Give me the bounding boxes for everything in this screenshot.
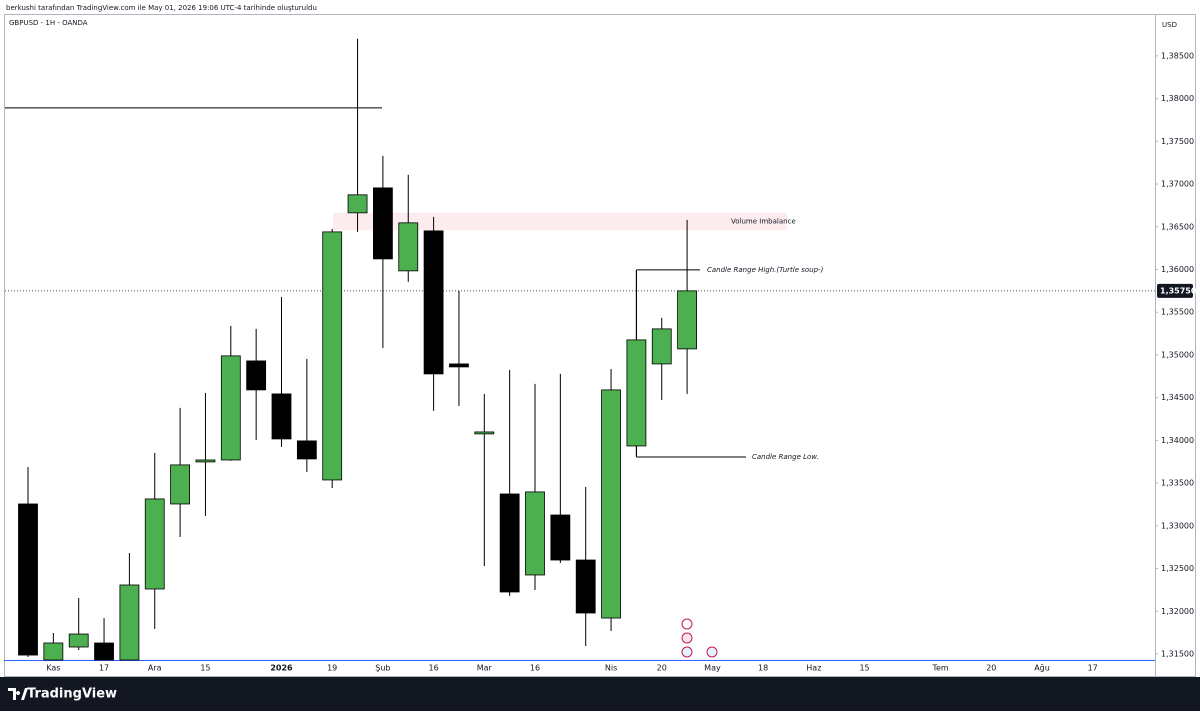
- x-tick-label: Şub: [375, 664, 390, 673]
- y-tick-label: 1,37000: [1161, 180, 1194, 189]
- event-icon: [681, 632, 693, 644]
- y-tick-label: 1,34000: [1161, 436, 1194, 445]
- y-tick-label: 1,37500: [1161, 137, 1194, 146]
- y-tick-label: 1,38000: [1161, 94, 1194, 103]
- candle-body: [651, 328, 672, 365]
- candle-body: [322, 231, 343, 481]
- candle-body: [119, 584, 140, 661]
- y-tick-label: 1,38500: [1161, 51, 1194, 60]
- candle-range-low-label: Candle Range Low.: [752, 453, 819, 461]
- candle-body: [499, 493, 520, 593]
- y-tick-label: 1,32500: [1161, 564, 1194, 573]
- symbol: GBPUSD - 1H - OANDA: [9, 19, 88, 27]
- candle-body: [626, 339, 647, 447]
- y-tick-label: 1,34500: [1161, 393, 1194, 402]
- candle-body: [525, 491, 545, 576]
- event-icon: [706, 646, 718, 658]
- x-tick-label: 17: [99, 664, 109, 673]
- x-tick-label: 19: [327, 664, 337, 673]
- x-tick-label: Nis: [605, 664, 617, 673]
- candle-body: [550, 514, 571, 561]
- x-tick-label: May: [704, 664, 721, 673]
- x-tick-label: 20: [986, 664, 996, 673]
- event-icon: [681, 618, 693, 630]
- candle-body: [474, 431, 495, 435]
- current-price-label: 1,35750: [1160, 286, 1197, 295]
- logo: [8, 688, 28, 700]
- candle-body: [68, 633, 89, 648]
- x-tick-label: Ağu: [1034, 664, 1050, 673]
- x-tick-label: Mar: [477, 664, 493, 673]
- candle-body: [575, 559, 596, 614]
- x-tick-label: Kas: [46, 664, 60, 673]
- candle-body: [43, 642, 64, 661]
- candle-body: [246, 360, 267, 391]
- x-tick-label: 15: [859, 664, 869, 673]
- x-tick-label: 18: [758, 664, 768, 673]
- candle-body: [195, 459, 216, 463]
- candle-body: [601, 389, 621, 619]
- candle-body: [94, 642, 114, 661]
- frame: [4, 14, 1196, 677]
- y-tick-label: 1,36000: [1161, 265, 1194, 274]
- y-tick-label: 1,33500: [1161, 479, 1194, 488]
- x-tick-label: 15: [200, 664, 210, 673]
- candle-body: [18, 503, 38, 656]
- x-tick-label: 2026: [270, 664, 293, 673]
- candle-body: [170, 464, 191, 505]
- brand: TradingView: [27, 687, 117, 702]
- x-tick-label: Haz: [806, 664, 821, 673]
- candle-body: [296, 440, 317, 460]
- x-tick-label: 16: [530, 664, 540, 673]
- candle-body: [271, 393, 292, 440]
- x-tick-label: 16: [429, 664, 439, 673]
- volume-imbalance-zone: [333, 212, 787, 230]
- y-tick-label: 1,33000: [1161, 521, 1194, 530]
- candle-range-high-label: Candle Range High.(Turtle soup-): [707, 266, 824, 274]
- x-tick-label: Tem: [931, 664, 948, 673]
- volume-imbalance-label: Volume Imbalance: [731, 217, 796, 225]
- candle-body: [449, 363, 469, 368]
- x-tick-label: 20: [657, 664, 667, 673]
- candle-body: [347, 194, 368, 214]
- y-tick-label: 1,35000: [1161, 350, 1194, 359]
- candle-body: [372, 187, 393, 260]
- event-icon: [681, 646, 693, 658]
- candle-body: [144, 498, 165, 590]
- footer: [0, 677, 1200, 711]
- y-tick-label: 1,32000: [1161, 607, 1194, 616]
- y-tick-label: 1,35500: [1161, 308, 1194, 317]
- y-tick-label: 1,36500: [1161, 222, 1194, 231]
- candle-body: [677, 290, 697, 350]
- current-price-tag: [1157, 283, 1193, 298]
- candle-body: [423, 230, 444, 375]
- x-tick-label: Ara: [148, 664, 162, 673]
- event-icons: [681, 618, 718, 658]
- x-tick-label: 17: [1088, 664, 1098, 673]
- y-tick-label: 1,31500: [1161, 650, 1194, 659]
- currency: USD: [1162, 21, 1177, 29]
- attribution: berkushi tarafından TradingView.com ile …: [6, 4, 317, 12]
- candle-body: [220, 355, 241, 461]
- candle-body: [398, 222, 419, 272]
